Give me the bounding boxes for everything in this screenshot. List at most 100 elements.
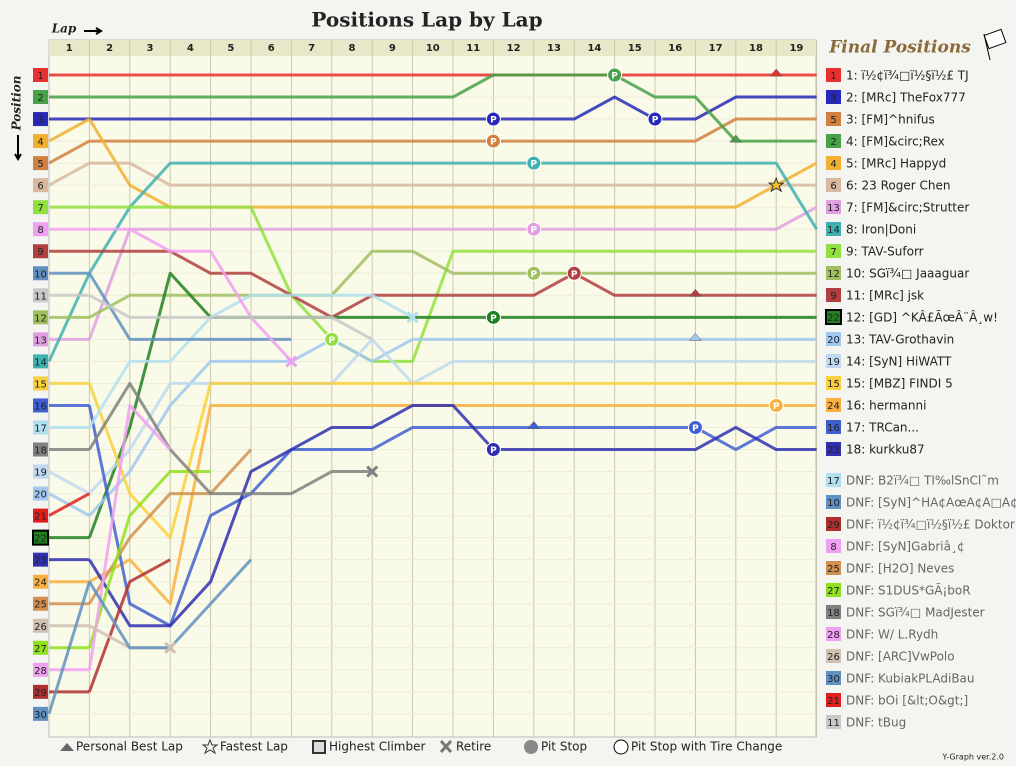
final-box — [826, 178, 841, 192]
legend-name: DNF: [H2O] Neves — [846, 562, 954, 576]
y-tick-label: 21 — [34, 512, 47, 523]
x-axis-label: Lap — [51, 22, 77, 36]
legend-label: Retire — [456, 740, 491, 754]
legend-name: DNF: KubiakPLAdiBau — [846, 672, 975, 686]
start-box — [33, 68, 48, 82]
legend-name: 17: TRCan... — [846, 421, 919, 435]
final-number: 10 — [827, 498, 840, 509]
final-box — [826, 244, 841, 258]
pit-letter: P — [490, 314, 497, 324]
legend-name: 3: [FM]^hnifus — [846, 113, 935, 127]
legend-name: DNF: [ARC]VwPolo — [846, 650, 955, 664]
pit-stop — [607, 67, 623, 83]
legend-name: 6: 23 Roger Chen — [846, 179, 950, 193]
legend-label: Fastest Lap — [220, 740, 288, 754]
start-connector — [48, 117, 91, 143]
legend-name: 4: [FM]&circ;Rex — [846, 135, 945, 149]
y-tick-label: 25 — [34, 600, 47, 611]
pit-letter: P — [652, 116, 659, 126]
start-box — [33, 112, 48, 127]
final-box — [826, 354, 841, 368]
x-arrow — [84, 27, 103, 35]
pit-letter: P — [571, 270, 578, 280]
final-box — [826, 90, 841, 104]
legend-name: DNF: bOi [&lt;O&gt;] — [846, 694, 968, 708]
position-line — [89, 73, 817, 143]
final-box — [826, 605, 841, 619]
final-number: 3 — [830, 93, 836, 104]
final-box — [826, 442, 841, 456]
final-number: 6 — [830, 181, 836, 192]
pit-stop — [485, 309, 501, 325]
final-box — [826, 200, 841, 214]
final-number: 18 — [827, 608, 840, 619]
pit-letter: P — [773, 402, 780, 412]
pit-stop — [526, 155, 542, 171]
legend-name: 15: [MBZ] FINDI 5 — [846, 377, 953, 391]
start-box — [33, 486, 48, 501]
final-number: 27 — [827, 586, 840, 597]
start-connector — [48, 470, 91, 495]
y-tick-label: 3 — [37, 115, 43, 126]
final-number: 12 — [827, 269, 840, 280]
final-box — [826, 376, 841, 390]
x-tick-label: 1 — [66, 43, 73, 54]
legend-name: DNF: [SyN]^HA¢AœA¢A□A¢A¤A¢A– — [846, 496, 1016, 510]
x-tick-label: 3 — [147, 43, 154, 54]
start-box — [33, 332, 48, 347]
pit-letter: P — [530, 226, 537, 236]
legend-name: 12: [GD] ^KÂ£ÃœÂ¨Â¸w! — [846, 310, 998, 325]
legend-name: 14: [SyN] HiWATT — [846, 355, 952, 369]
retire — [164, 641, 177, 654]
x-tick-label: 15 — [628, 43, 642, 54]
start-box — [33, 596, 48, 611]
start-box — [33, 442, 48, 457]
y-tick-label: 20 — [34, 490, 47, 501]
final-number: 11 — [827, 718, 840, 729]
legend-icon — [524, 740, 538, 754]
final-number: 16 — [827, 423, 840, 434]
y-tick-label: 8 — [37, 225, 43, 236]
y-tick-label: 7 — [37, 203, 43, 214]
chart-title: Positions Lap by Lap — [311, 8, 542, 32]
start-box — [33, 420, 48, 435]
legend-name: 18: kurkku87 — [846, 443, 925, 457]
start-box — [33, 156, 48, 171]
x-tick-label: 4 — [187, 43, 194, 54]
y-tick-label: 23 — [34, 556, 47, 567]
y-tick-label: 9 — [37, 247, 43, 258]
legend-label: Pit Stop with Tire Change — [631, 740, 782, 754]
y-tick-label: 29 — [34, 688, 47, 699]
position-line — [89, 117, 817, 143]
y-tick-label: 11 — [34, 291, 47, 302]
start-box — [33, 266, 48, 281]
final-box — [826, 517, 841, 531]
final-box — [826, 583, 841, 597]
final-number: 15 — [827, 379, 840, 390]
position-line — [88, 249, 817, 319]
legend-name: DNF: [SyN]Gabriâ¸¢ — [846, 540, 965, 554]
start-box — [33, 706, 48, 721]
legend-icon — [60, 743, 74, 751]
pit-stop — [566, 265, 582, 281]
y-tick-label: 2 — [37, 93, 43, 104]
final-box — [826, 68, 841, 82]
y-tick-label: 26 — [34, 622, 47, 633]
final-number: 20 — [827, 335, 840, 346]
start-connector — [48, 139, 91, 165]
legend-name: DNF: SGï¾□ MadJester — [846, 606, 985, 620]
start-connector — [48, 161, 91, 187]
start-box — [33, 552, 48, 567]
best-lap — [688, 332, 702, 341]
x-tick-label: 11 — [466, 43, 480, 54]
legend-name: DNF: tBug — [846, 716, 906, 730]
final-box — [826, 266, 841, 280]
legend-title: Final Positions — [828, 38, 971, 58]
legend-name: 13: TAV-Grothavin — [846, 333, 954, 347]
legend-name: 8: Iron|Doni — [846, 223, 916, 237]
y-tick-label: 14 — [34, 357, 47, 368]
y-tick-label: 28 — [34, 666, 47, 677]
final-box — [826, 222, 841, 236]
start-box — [33, 288, 48, 303]
